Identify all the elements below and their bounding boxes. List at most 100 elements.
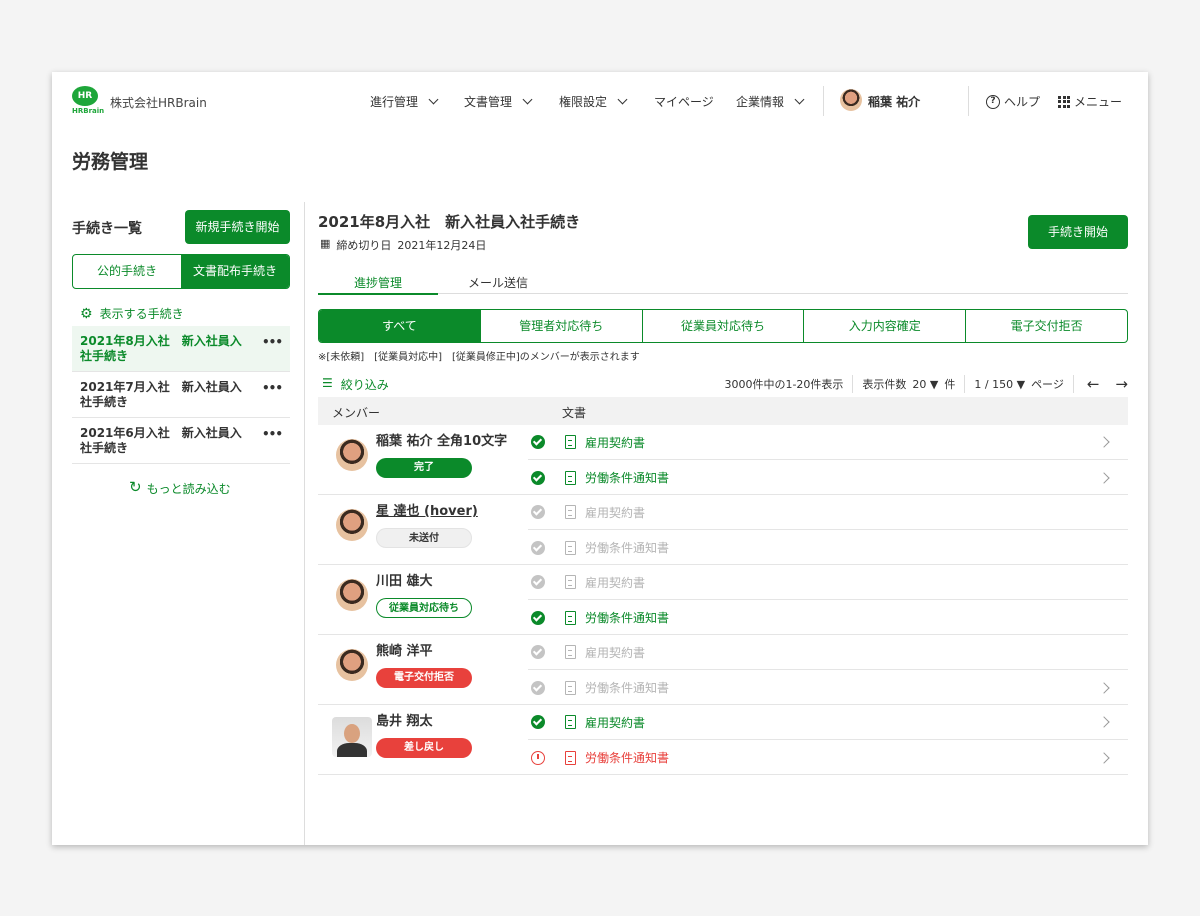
sidebar-item[interactable]: 2021年7月入社 新入社員入社手続き ••• [72,372,290,418]
next-page-arrow-icon[interactable]: → [1115,375,1128,393]
document-row[interactable]: 雇用契約書 [528,705,1128,740]
filter-confirmed[interactable]: 入力内容確定 [803,310,965,342]
alert-icon [531,750,545,765]
chevron-right-icon[interactable] [1098,471,1110,484]
chevron-down-icon [522,94,533,105]
status-filter: すべて 管理者対応待ち 従業員対応待ち 入力内容確定 電子交付拒否 [318,309,1128,343]
procedure-type-tabs: 公的手続き 文書配布手続き [72,254,290,289]
column-member: メンバー [332,406,381,420]
table-row: 稲葉 祐介 全角10文字 完了 雇用契約書 労働条件通知書 [318,425,1128,495]
nav-documents[interactable]: 文書管理 [464,93,533,110]
user-name[interactable]: 稲葉 祐介 [868,95,921,109]
deadline: ▦ 締め切り日 2021年12月24日 [320,237,487,252]
document-row[interactable]: 雇用契約書 [528,425,1128,460]
nav-permissions[interactable]: 権限設定 [559,93,628,110]
document-row[interactable]: 労働条件通知書 [528,530,1128,565]
sidebar-item[interactable]: 2021年6月入社 新入社員入社手続き ••• [72,418,290,464]
page-unit: ページ [1031,378,1064,391]
load-more-link[interactable]: ↻ もっと読み込む [129,478,231,497]
tab-mail[interactable]: メール送信 [467,276,528,290]
member-name[interactable]: 熊崎 洋平 [376,644,433,659]
table-row: 星 達也 (hover) 未送付 雇用契約書 労働条件通知書 [318,495,1128,565]
table-header: メンバー 文書 [318,397,1128,425]
start-procedure-button[interactable]: 手続き開始 [1028,215,1128,249]
filter-rejected[interactable]: 電子交付拒否 [965,310,1127,342]
document-name: 雇用契約書 [585,435,646,450]
sidebar-item[interactable]: 2021年8月入社 新入社員入社手続き ••• [72,326,290,372]
document-row[interactable]: 雇用契約書 [528,565,1128,600]
member-name[interactable]: 星 達也 (hover) [376,504,478,519]
member-avatar [336,439,368,471]
chevron-right-icon[interactable] [1098,716,1110,728]
member-avatar [336,509,368,541]
document-name: 雇用契約書 [585,505,646,520]
more-icon[interactable]: ••• [261,427,283,441]
check-icon [531,505,545,519]
page-select[interactable]: 1 / 150 ▼ [974,377,1026,391]
filter-note: ※[未依頼] [従業員対応中] [従業員修正中]のメンバーが表示されます [318,352,640,363]
more-icon[interactable]: ••• [261,381,283,395]
chevron-right-icon[interactable] [1098,436,1110,448]
document-row[interactable]: 労働条件通知書 [528,460,1128,495]
chevron-right-icon[interactable] [1098,681,1110,694]
logo[interactable]: HR HRBrain [72,86,104,116]
member-name[interactable]: 稲葉 祐介 全角10文字 [376,434,508,449]
document-name: 労働条件通知書 [585,471,670,485]
document-name: 雇用契約書 [585,575,646,590]
more-icon[interactable]: ••• [261,335,283,349]
document-icon [565,505,576,519]
prev-page-arrow-icon[interactable]: ← [1086,375,1100,393]
document-icon [565,575,576,589]
grid-icon [1058,95,1070,108]
filter-all[interactable]: すべて [319,310,480,342]
tab-document-distribution[interactable]: 文書配布手続き [181,255,289,288]
filter-employee-waiting[interactable]: 従業員対応待ち [641,310,804,342]
nav-progress[interactable]: 進行管理 [370,93,439,110]
document-name: 雇用契約書 [585,715,646,730]
document-row[interactable]: 雇用契約書 [528,495,1128,530]
chevron-down-icon [617,94,628,105]
check-icon [531,680,545,695]
document-row[interactable]: 労働条件通知書 [528,740,1128,775]
tab-public[interactable]: 公的手続き [96,264,157,278]
chevron-right-icon[interactable] [1098,751,1110,764]
filter-admin-waiting[interactable]: 管理者対応待ち [479,310,642,342]
document-name: 労働条件通知書 [585,611,670,625]
filter-icon: ☰ [322,376,333,390]
help-link[interactable]: ? ヘルプ [986,93,1040,110]
document-row[interactable]: 労働条件通知書 [528,600,1128,635]
menu-button[interactable]: メニュー [1058,93,1122,110]
status-badge: 未送付 [376,528,472,548]
chevron-down-icon [794,94,805,105]
member-photo [332,717,372,757]
tab-progress[interactable]: 進捗管理 [318,274,438,295]
document-name: 労働条件通知書 [585,541,670,555]
display-setting-link[interactable]: ⚙ 表示する手続き [80,305,184,322]
new-procedure-button[interactable]: 新規手続き開始 [185,210,290,244]
status-badge: 従業員対応待ち [376,598,472,618]
pagination: 3000件中の1-20件表示 表示件数 20 ▼ 件 1 / 150 ▼ ページ… [724,375,1128,393]
document-icon [565,680,576,695]
chevron-down-icon [428,94,439,105]
document-icon [565,610,576,625]
user-avatar[interactable] [840,89,862,111]
table-row: 島井 翔太 差し戻し 雇用契約書 労働条件通知書 [318,705,1128,775]
check-icon [531,715,545,729]
sidebar-divider [304,202,305,845]
member-name[interactable]: 川田 雄大 [376,574,433,589]
nav-company[interactable]: 企業情報 [736,93,805,110]
check-icon [531,470,545,485]
sidebar-title: 手続き一覧 [72,221,142,237]
document-icon [565,435,576,449]
per-page-select[interactable]: 20 ▼ [912,377,939,391]
check-icon [531,645,545,659]
document-row[interactable]: 雇用契約書 [528,635,1128,670]
document-icon [565,645,576,659]
refresh-icon: ↻ [129,478,142,496]
nav-mypage[interactable]: マイページ [654,95,714,109]
divider [968,86,969,116]
document-row[interactable]: 労働条件通知書 [528,670,1128,705]
divider [964,375,966,393]
filter-button[interactable]: ☰ 絞り込み [322,376,389,392]
member-name[interactable]: 島井 翔太 [376,714,433,729]
